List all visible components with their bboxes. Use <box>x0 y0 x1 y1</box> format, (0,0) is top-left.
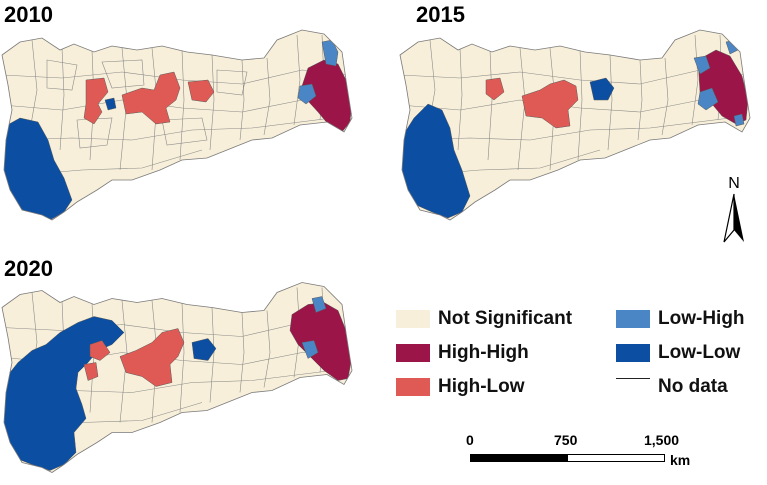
legend-label: No data <box>658 376 728 397</box>
region-high-low <box>521 79 579 129</box>
legend-item-high-low: High-Low <box>396 376 525 398</box>
region-high-low <box>187 79 215 103</box>
map-outline <box>399 29 751 221</box>
legend-swatch <box>396 378 430 396</box>
north-arrow: N <box>723 175 744 243</box>
region-low-high <box>733 113 745 127</box>
legend-label: Low-Low <box>658 342 741 363</box>
legend-label: High-Low <box>438 376 525 397</box>
map-outline <box>1 29 353 221</box>
region-low-high <box>693 55 711 75</box>
choropleth-map <box>1 29 353 221</box>
region-low-high <box>297 83 317 105</box>
region-low-high <box>697 87 719 111</box>
legend-label: Not Significant <box>438 308 573 329</box>
legend-swatch <box>616 310 650 328</box>
legend-label: Low-High <box>658 308 745 329</box>
legend: Not Significant High-High High-Low Low-H… <box>396 308 766 400</box>
choropleth-map <box>399 29 751 221</box>
legend-item-high-high: High-High <box>396 342 529 364</box>
region-low-high <box>311 296 327 313</box>
region-low-low <box>104 97 117 111</box>
region-high-low <box>89 340 111 361</box>
region-boundaries <box>2 34 352 176</box>
region-low-high <box>301 340 319 359</box>
scale-bar-black-segment <box>470 454 568 462</box>
scale-tick: 0 <box>466 432 474 448</box>
region-high-low <box>121 71 181 125</box>
map-year-title: 2010 <box>4 2 53 27</box>
map-year-title: 2015 <box>416 2 465 27</box>
scale-unit: km <box>670 452 691 468</box>
legend-item-low-low: Low-Low <box>616 342 740 364</box>
map-panel-2010: 2010 <box>0 0 360 230</box>
map-outline <box>1 282 353 473</box>
region-high-low <box>83 77 109 125</box>
region-low-low <box>589 77 615 101</box>
region-low-low <box>191 338 217 361</box>
scale-tick: 1,500 <box>644 432 680 448</box>
region-high-low <box>83 362 99 381</box>
map-year-title: 2020 <box>4 256 53 281</box>
legend-line-swatch <box>616 378 650 396</box>
choropleth-map <box>1 282 353 473</box>
region-high-low <box>485 77 505 101</box>
legend-swatch <box>396 344 430 362</box>
scale-tick: 750 <box>554 432 578 448</box>
map-panel-2015: 2015 <box>398 0 758 230</box>
legend-swatch <box>616 344 650 362</box>
legend-label: High-High <box>438 342 529 363</box>
legend-item-no-data: No data <box>616 376 728 398</box>
legend-swatch <box>396 310 430 328</box>
scale-bar: 0 750 1,500 km <box>466 432 700 472</box>
region-high-low <box>119 328 185 387</box>
legend-item-low-high: Low-High <box>616 308 745 330</box>
north-arrow-label: N <box>728 175 740 192</box>
map-panel-2020: 2020 <box>0 250 360 485</box>
scale-bar-white-segment <box>567 454 665 462</box>
legend-item-not-significant: Not Significant <box>396 308 572 330</box>
